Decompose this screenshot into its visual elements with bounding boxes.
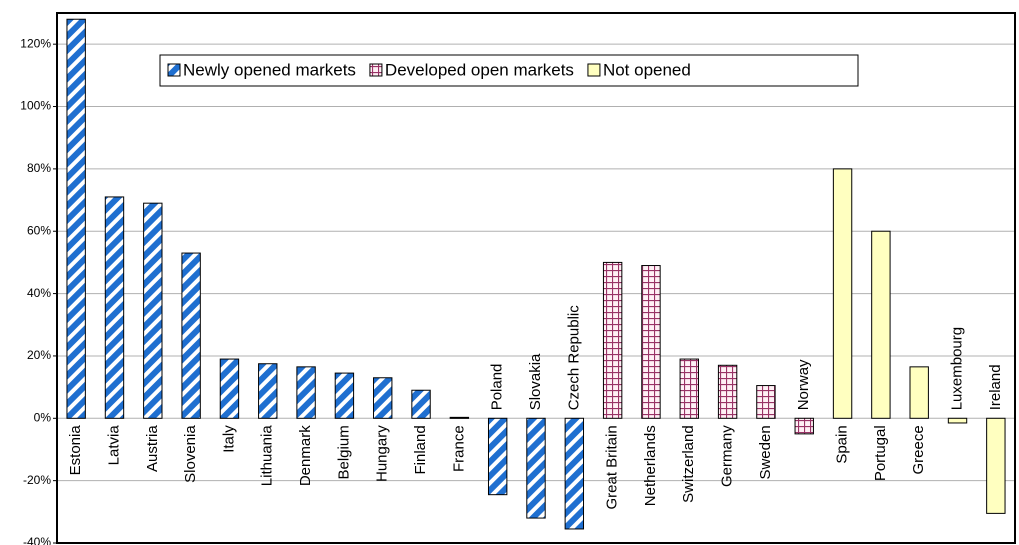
y-tick-label: 80% [27, 161, 51, 175]
x-tick-label: Denmark [297, 425, 314, 486]
x-tick-label: Czech Republic [565, 305, 582, 411]
x-tick-label: Portugal [872, 425, 889, 481]
legend: Newly opened markets Developed open marke… [159, 54, 859, 87]
x-tick-label: Ireland [987, 364, 1004, 410]
x-tick-label: Slovakia [527, 353, 544, 410]
x-tick-label: Poland [489, 364, 506, 411]
legend-label: Not opened [603, 60, 691, 79]
x-tick-label: Austria [144, 425, 161, 472]
legend-swatch [369, 63, 383, 77]
bar [66, 18, 86, 419]
x-tick-label: Belgium [335, 425, 352, 479]
bar [219, 358, 240, 419]
bar [104, 196, 125, 419]
x-tick-label: Great Britain [604, 425, 621, 509]
x-tick-label: Germany [719, 425, 736, 487]
bar [373, 377, 393, 419]
x-tick-label: Italy [220, 425, 237, 453]
x-tick-label: Finland [412, 425, 429, 474]
bar [909, 366, 929, 419]
bar [487, 417, 508, 496]
x-tick-label: Latvia [105, 425, 122, 466]
legend-swatch [587, 63, 601, 77]
x-tick-label: Switzerland [680, 425, 697, 503]
x-tick-label: Netherlands [642, 425, 659, 506]
bar [947, 417, 968, 424]
x-tick-label: Norway [795, 359, 812, 410]
y-tick-label: -20% [23, 473, 51, 487]
x-tick-label: Lithuania [259, 425, 276, 487]
x-tick-label: Estonia [67, 425, 84, 476]
legend-label: Newly opened markets [183, 60, 356, 79]
bar [794, 417, 814, 435]
x-tick-label: Sweden [757, 425, 774, 479]
bar [143, 202, 163, 419]
y-tick-label: 120% [20, 36, 51, 50]
bar [296, 366, 316, 419]
y-tick-label: 40% [27, 286, 51, 300]
y-tick-label: -40% [23, 535, 51, 545]
bar [871, 230, 891, 419]
bar [986, 417, 1006, 514]
x-tick-label: Hungary [374, 425, 391, 482]
y-tick-label: 20% [27, 348, 51, 362]
plot-frame [56, 12, 1016, 544]
bar [411, 389, 431, 419]
legend-box [159, 54, 859, 87]
x-tick-label: Luxembourg [948, 327, 965, 410]
x-tick-label: France [450, 425, 467, 472]
bar [717, 364, 738, 419]
x-tick-label: Greece [910, 425, 927, 474]
bar [449, 416, 470, 419]
bar [756, 385, 776, 419]
x-tick-label: Slovenia [182, 425, 199, 483]
bar [641, 265, 661, 419]
y-tick-label: 0% [34, 410, 52, 424]
legend-swatch [167, 63, 181, 77]
y-tick-label: 60% [27, 223, 51, 237]
bar [679, 358, 699, 419]
y-tick-label: 100% [20, 99, 51, 113]
bar [602, 261, 623, 419]
bar [334, 372, 355, 419]
bar [564, 417, 585, 530]
bar [832, 168, 853, 419]
legend-label: Developed open markets [385, 60, 574, 79]
x-tick-label: Spain [834, 425, 851, 463]
bar [526, 417, 546, 519]
bar [181, 252, 201, 419]
bar [258, 363, 278, 419]
